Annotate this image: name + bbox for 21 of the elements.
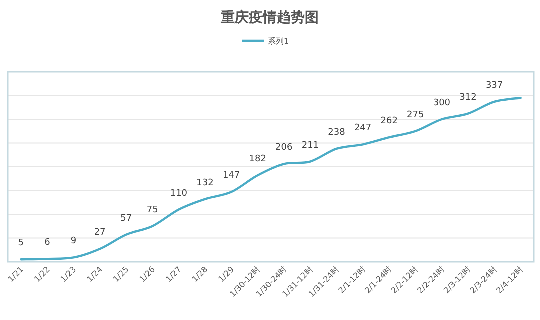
- data-label: 238: [328, 128, 346, 138]
- data-label: 262: [380, 116, 398, 127]
- chart-title: 重庆疫情趋势图: [220, 9, 319, 26]
- data-label: 6: [44, 238, 51, 248]
- data-label: 75: [146, 205, 158, 216]
- data-label: 312: [460, 92, 477, 103]
- data-label: 57: [120, 214, 132, 224]
- legend-label: 系列1: [268, 37, 290, 46]
- data-label: 9: [70, 236, 77, 247]
- data-label: 132: [196, 178, 214, 188]
- data-label: 206: [276, 143, 294, 154]
- data-label: 5: [18, 238, 24, 249]
- data-label: 110: [170, 188, 188, 199]
- data-label: 147: [222, 171, 240, 182]
- data-label: 182: [249, 154, 266, 165]
- data-label: 337: [486, 80, 504, 91]
- data-label: 247: [354, 124, 372, 134]
- data-label: 27: [94, 228, 106, 238]
- data-label: 300: [433, 98, 451, 108]
- data-label: 211: [302, 140, 320, 151]
- data-label: 275: [407, 110, 424, 120]
